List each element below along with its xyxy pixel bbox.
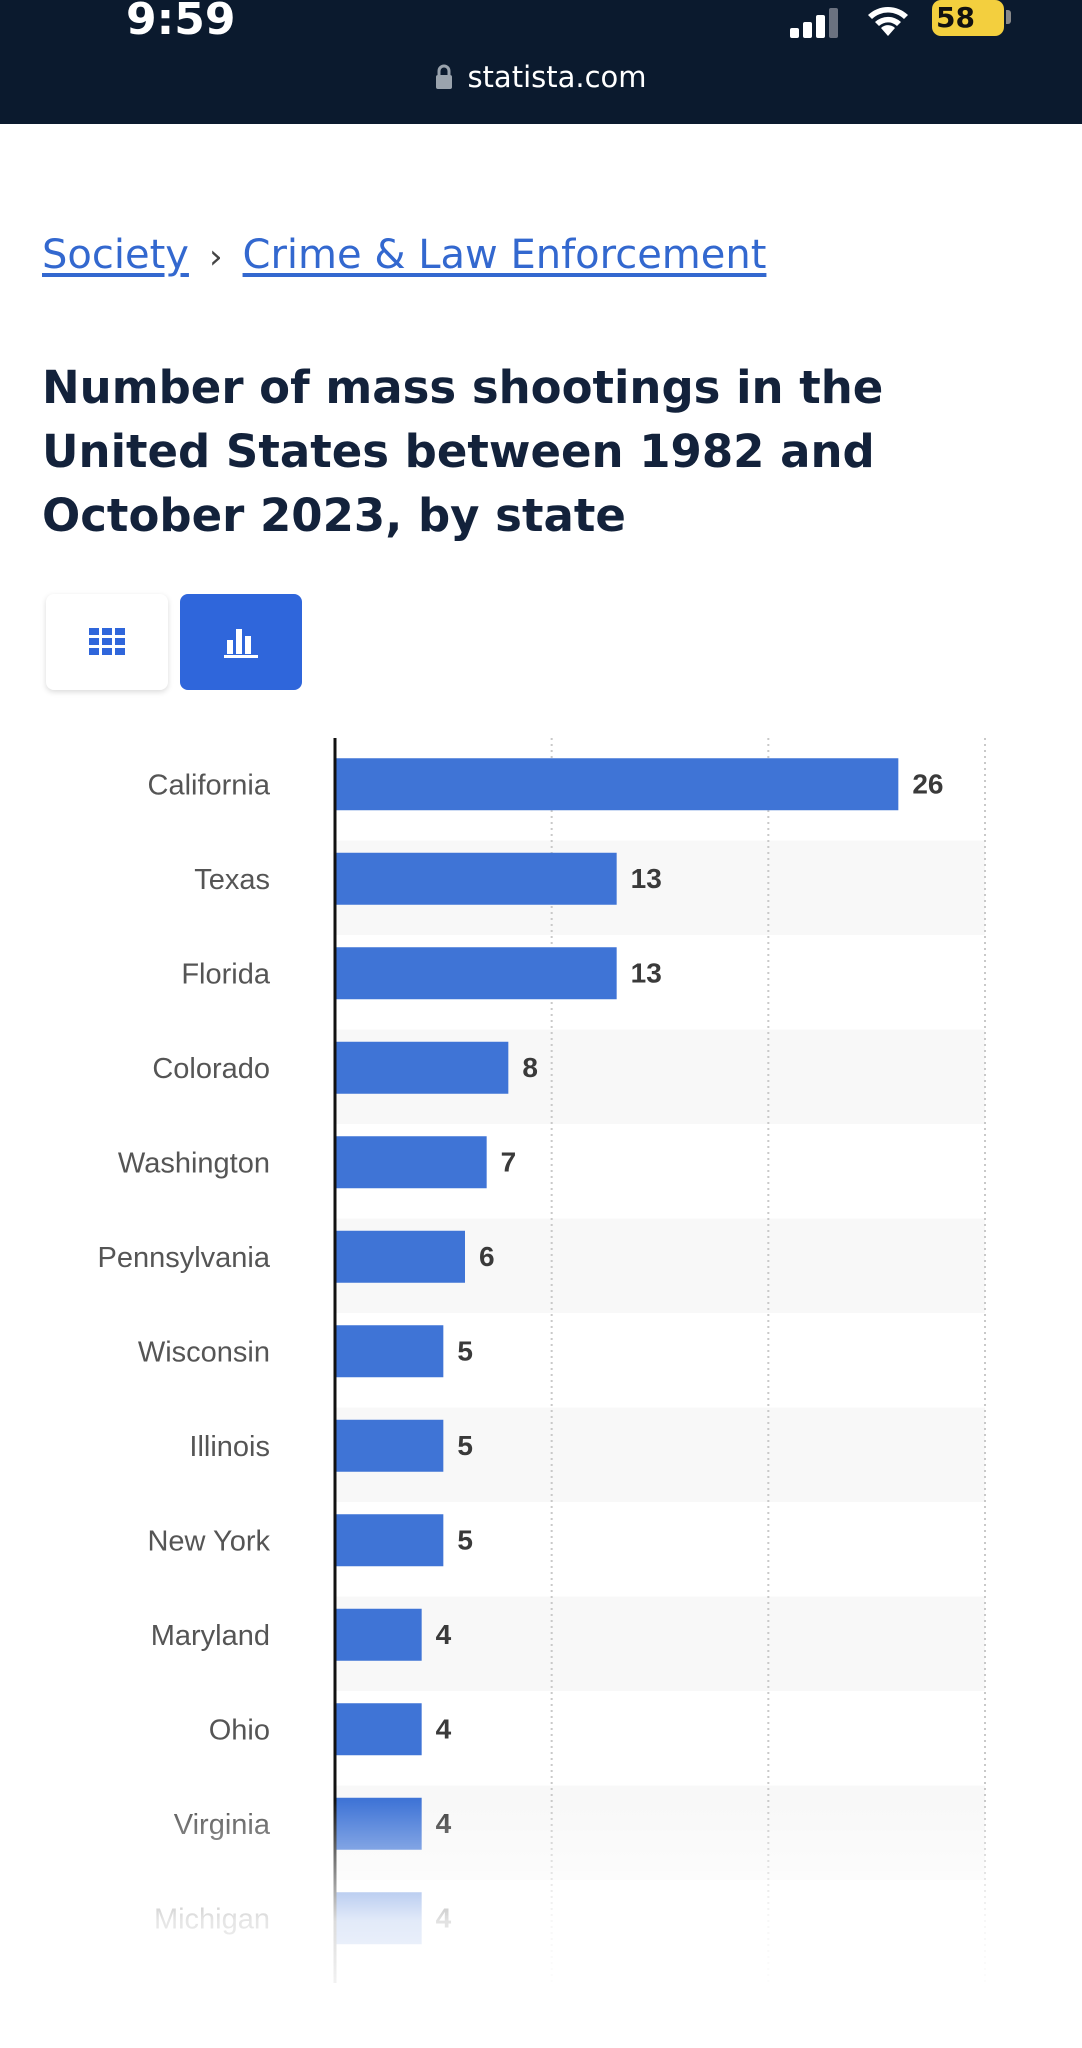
bar [335, 947, 617, 1000]
data-label: 4 [436, 1619, 452, 1650]
browser-header: 9:59 58 statista.com [0, 0, 1082, 124]
category-label: Maryland [151, 1620, 270, 1652]
category-label: Pennsylvania [98, 1242, 271, 1274]
breadcrumb-society-link[interactable]: Society [42, 232, 189, 278]
bar-chart-icon [224, 629, 258, 658]
category-label: Texas [194, 864, 270, 896]
bar [335, 1041, 509, 1094]
bar [335, 1514, 444, 1567]
url-text: statista.com [467, 60, 647, 94]
category-label: Wisconsin [138, 1336, 270, 1368]
bar [335, 1797, 422, 1850]
bar [335, 1608, 422, 1661]
wifi-icon [868, 7, 908, 36]
row-band [335, 1785, 985, 1880]
breadcrumb: Society › Crime & Law Enforcement [42, 232, 766, 278]
status-time: 9:59 [126, 0, 236, 45]
bar [335, 1325, 444, 1378]
bar [335, 1230, 465, 1283]
bar [335, 1892, 422, 1945]
address-bar[interactable]: statista.com [0, 60, 1082, 94]
row-band [335, 1596, 985, 1691]
cellular-signal-icon [790, 8, 838, 38]
data-label: 6 [479, 1241, 495, 1272]
battery-indicator: 58 [932, 0, 1004, 36]
category-label: New York [147, 1525, 270, 1557]
battery-nub [1006, 10, 1011, 24]
bar-chart: California 26 Texas 13 Florida 13 Colorado 8 Was… [98, 738, 986, 1983]
grid-icon [89, 628, 125, 655]
category-label: California [148, 769, 271, 801]
category-label: Michigan [154, 1903, 270, 1935]
category-label: Florida [181, 958, 271, 990]
data-label: 4 [436, 1902, 452, 1933]
chart-view-button[interactable] [180, 594, 302, 690]
data-label: 5 [457, 1524, 473, 1555]
bar [335, 1419, 444, 1472]
table-view-button[interactable] [46, 594, 168, 690]
category-label: Ohio [209, 1714, 270, 1746]
data-label: 8 [522, 1052, 538, 1083]
breadcrumb-crime-link[interactable]: Crime & Law Enforcement [242, 232, 767, 278]
bar [335, 1136, 487, 1189]
category-label: Colorado [152, 1053, 270, 1085]
data-label: 7 [501, 1146, 517, 1177]
data-label: 4 [436, 1808, 452, 1839]
data-label: 13 [631, 957, 662, 988]
breadcrumb-separator: › [208, 237, 223, 277]
bar [335, 852, 617, 905]
data-label: 4 [436, 1713, 452, 1744]
data-label: 13 [631, 863, 662, 894]
category-label: Illinois [189, 1431, 270, 1463]
category-label: Washington [118, 1147, 270, 1179]
data-label: 5 [457, 1335, 473, 1366]
page-title: Number of mass shootings in the United S… [42, 361, 884, 542]
category-label: Virginia [174, 1809, 271, 1841]
bar [335, 1703, 422, 1756]
bar [335, 758, 899, 811]
data-label: 26 [912, 768, 943, 799]
data-label: 5 [457, 1430, 473, 1461]
lock-icon [436, 64, 453, 89]
